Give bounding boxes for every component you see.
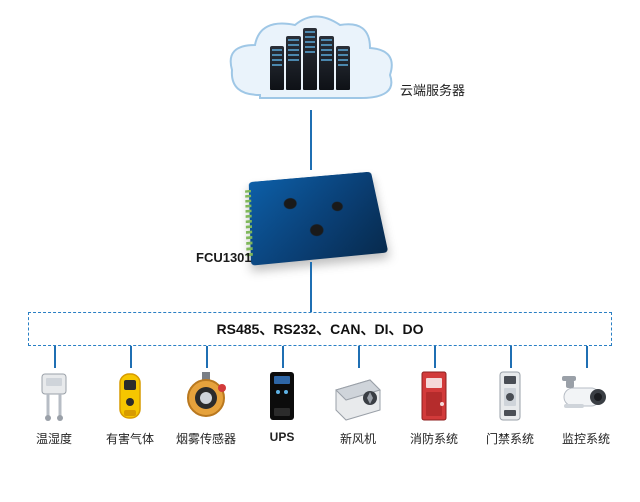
server-rack-icon <box>303 28 317 90</box>
device-fresh-air: 新风机 <box>322 368 394 447</box>
ventilation-unit-icon <box>330 368 386 424</box>
connector-line <box>586 346 588 368</box>
handheld-gas-detector-icon <box>102 368 158 424</box>
door-access-reader-icon <box>482 368 538 424</box>
ups-tower-icon <box>254 368 310 424</box>
controller-node <box>250 168 380 263</box>
bus-label: RS485、RS232、CAN、DI、DO <box>217 319 424 339</box>
temp-humidity-sensor-icon <box>26 368 82 424</box>
server-rack-icon <box>336 46 350 90</box>
device-label: 有害气体 <box>106 430 154 447</box>
connector-line <box>358 346 360 368</box>
server-rack-group <box>270 28 350 90</box>
device-label: 烟雾传感器 <box>176 430 236 447</box>
device-label: 监控系统 <box>562 430 610 447</box>
connector-line <box>310 110 312 170</box>
connector-line <box>54 346 56 368</box>
device-label: 门禁系统 <box>486 430 534 447</box>
server-rack-icon <box>270 46 284 90</box>
bullet-camera-icon <box>558 368 614 424</box>
smoke-detector-icon <box>178 368 234 424</box>
device-label: 消防系统 <box>410 430 458 447</box>
device-ups: UPS <box>246 368 318 447</box>
pcb-board-icon <box>249 172 389 266</box>
device-fire-system: 消防系统 <box>398 368 470 447</box>
device-access-control: 门禁系统 <box>474 368 546 447</box>
device-label: 温湿度 <box>36 430 72 447</box>
bus-protocols-bar: RS485、RS232、CAN、DI、DO <box>28 312 612 346</box>
connector-line <box>130 346 132 368</box>
connector-line <box>510 346 512 368</box>
connector-line <box>310 262 312 312</box>
server-rack-icon <box>286 36 300 90</box>
device-cctv: 监控系统 <box>550 368 622 447</box>
connector-line <box>206 346 208 368</box>
system-topology-diagram: 云端服务器 FCU1301 RS485、RS232、CAN、DI、DO <box>0 0 640 502</box>
server-rack-icon <box>319 36 333 90</box>
device-label: UPS <box>270 430 295 444</box>
cloud-server-node <box>220 10 400 120</box>
device-temp-humidity: 温湿度 <box>18 368 90 447</box>
controller-label: FCU1301 <box>196 250 252 265</box>
device-label: 新风机 <box>340 430 376 447</box>
connector-line <box>434 346 436 368</box>
device-row: 温湿度 有害气体 <box>18 368 622 447</box>
device-smoke-sensor: 烟雾传感器 <box>170 368 242 447</box>
fire-cabinet-icon <box>406 368 462 424</box>
connector-line <box>282 346 284 368</box>
cloud-label: 云端服务器 <box>400 80 465 99</box>
device-toxic-gas: 有害气体 <box>94 368 166 447</box>
